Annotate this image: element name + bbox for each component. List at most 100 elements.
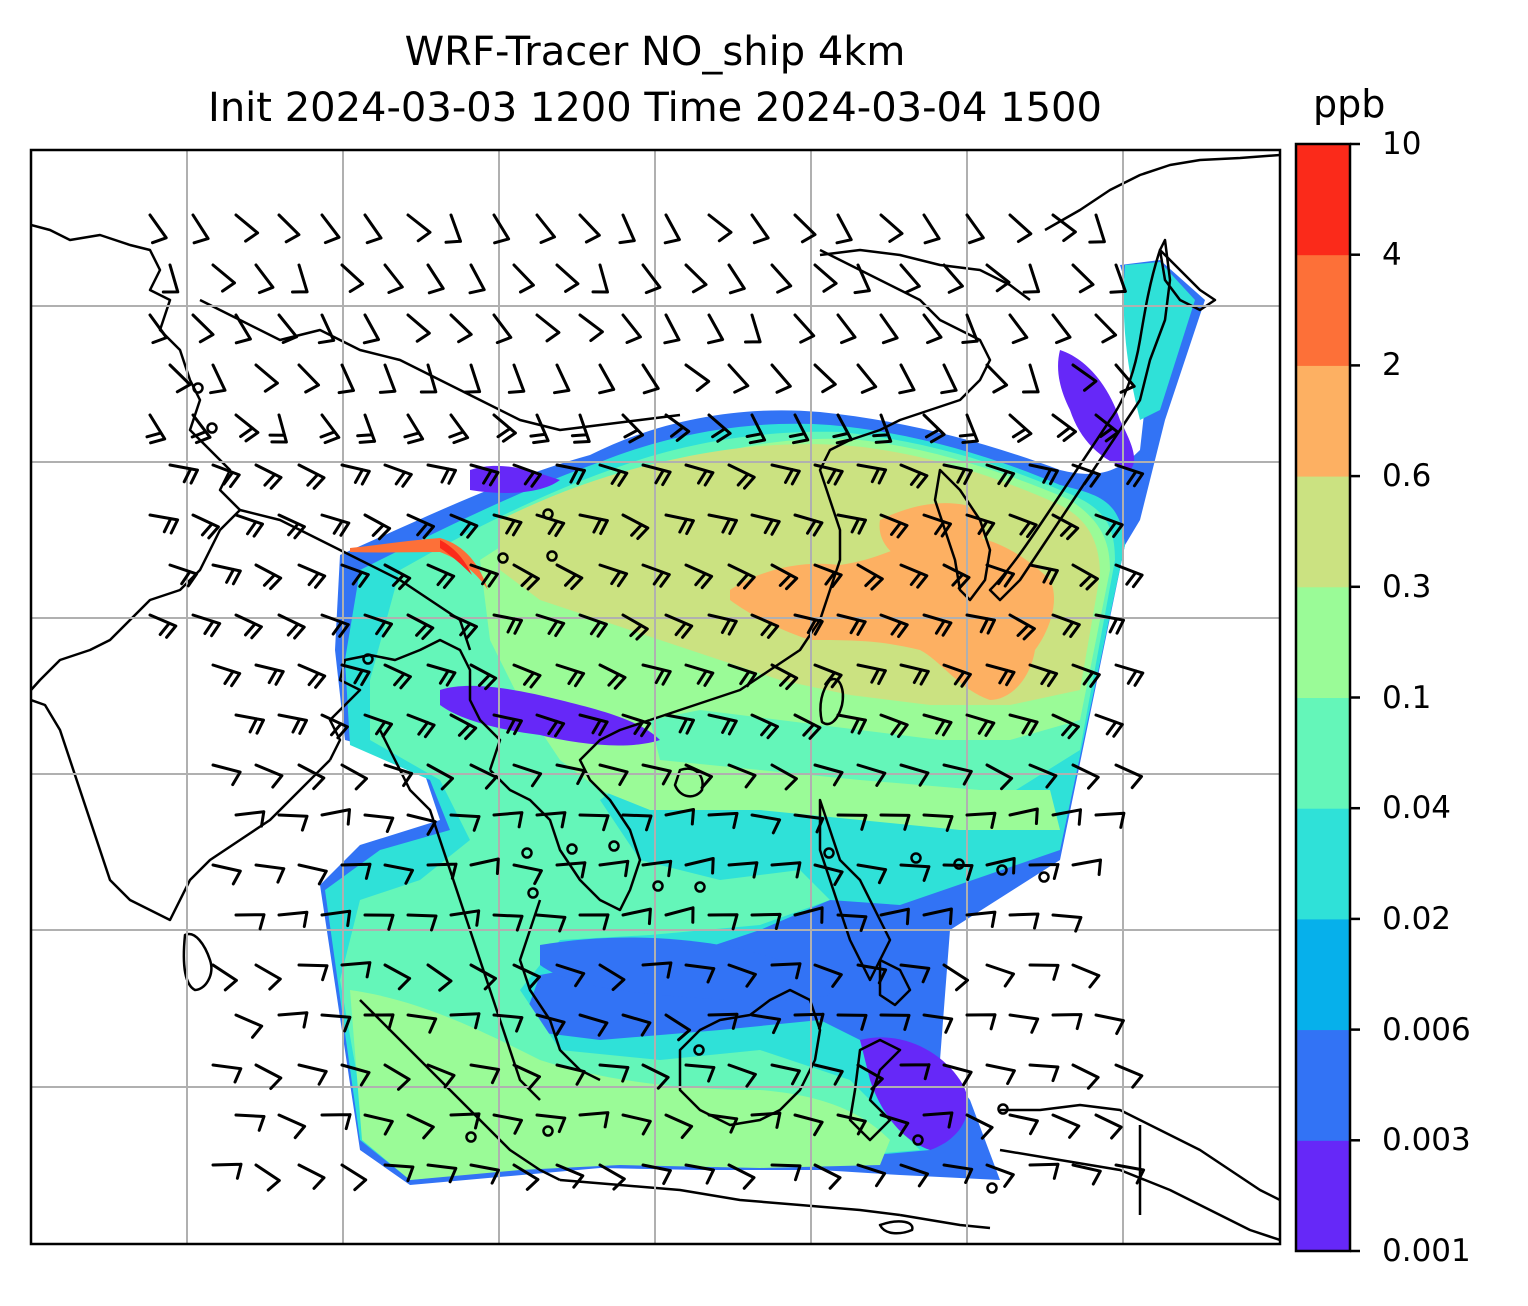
wind-barb bbox=[1114, 663, 1145, 687]
wind-barb bbox=[879, 1013, 911, 1031]
wind-barb bbox=[254, 663, 285, 686]
wind-barb bbox=[684, 363, 711, 392]
wind-barb bbox=[641, 663, 672, 686]
wind-barb bbox=[985, 763, 1014, 791]
wind-barb bbox=[535, 811, 567, 829]
colorbar-tick-label: 0.1 bbox=[1382, 679, 1432, 716]
wind-barb bbox=[621, 613, 649, 641]
wind-barb bbox=[684, 963, 716, 984]
station-marker bbox=[997, 1103, 1009, 1115]
wind-barb bbox=[664, 513, 695, 536]
wind-barb bbox=[403, 413, 425, 445]
wind-barb bbox=[297, 763, 326, 791]
coastline-bay-east bbox=[328, 638, 502, 771]
wind-barb bbox=[1071, 563, 1099, 591]
colorbar-segment bbox=[1296, 476, 1350, 588]
station-marker bbox=[546, 550, 558, 562]
wind-barb bbox=[942, 663, 972, 688]
colorbar-segment bbox=[1296, 586, 1350, 698]
wind-barb bbox=[707, 513, 738, 535]
coastline-malay-peninsula bbox=[518, 899, 601, 1082]
wind-barb bbox=[320, 1013, 352, 1033]
wind-barb bbox=[641, 463, 672, 487]
wind-barb bbox=[684, 763, 713, 790]
wind-barb bbox=[793, 1113, 824, 1137]
wind-barb bbox=[340, 663, 371, 687]
wind-barb bbox=[750, 912, 782, 930]
wind-barb bbox=[449, 1112, 481, 1130]
wind-barb bbox=[340, 263, 365, 293]
wind-barb bbox=[598, 963, 626, 991]
wind-barb bbox=[793, 906, 824, 924]
wind-barb bbox=[836, 913, 868, 932]
wind-barb bbox=[168, 363, 192, 394]
colorbar-tick-label: 0.04 bbox=[1382, 790, 1452, 827]
wind-barb bbox=[942, 563, 971, 590]
wind-barb bbox=[234, 1013, 264, 1039]
wind-barb bbox=[254, 863, 286, 884]
wind-barb bbox=[492, 811, 524, 829]
wind-barb bbox=[598, 563, 629, 588]
wind-barb bbox=[598, 763, 629, 786]
wind-barb bbox=[942, 463, 973, 486]
wind-barb bbox=[684, 857, 715, 875]
wind-barb bbox=[277, 910, 309, 928]
wind-barb bbox=[641, 763, 672, 786]
wind-barb bbox=[727, 763, 757, 789]
wind-barb bbox=[211, 1162, 243, 1180]
coastline-taiwan bbox=[819, 677, 845, 726]
wind-barb bbox=[813, 763, 844, 787]
wind-barb bbox=[337, 363, 355, 395]
wind-barb bbox=[1008, 713, 1039, 737]
wind-barb bbox=[598, 463, 629, 487]
wind-barb bbox=[578, 613, 608, 638]
coastline-myanmar bbox=[378, 729, 541, 1101]
wind-barb bbox=[641, 263, 662, 295]
wind-barb bbox=[535, 213, 556, 244]
wind-barb bbox=[191, 213, 210, 245]
wind-barb bbox=[727, 1063, 757, 1088]
wind-barb bbox=[555, 861, 587, 879]
wind-barb bbox=[211, 763, 242, 787]
wind-barb bbox=[985, 1163, 1015, 1188]
wind-barb bbox=[664, 413, 691, 442]
wind-barb bbox=[664, 906, 695, 924]
wind-barb bbox=[383, 263, 404, 294]
wind-barb bbox=[922, 313, 943, 345]
station-marker bbox=[521, 847, 533, 859]
wind-barb bbox=[879, 213, 904, 243]
wind-barb bbox=[406, 613, 435, 640]
wind-barb bbox=[985, 857, 1016, 875]
wind-barb bbox=[555, 663, 586, 688]
wind-barb bbox=[578, 913, 610, 931]
coastline-japan bbox=[988, 238, 1172, 602]
wind-barb bbox=[449, 613, 478, 640]
wind-barb bbox=[512, 763, 543, 788]
wind-barb bbox=[836, 1113, 867, 1136]
station-marker bbox=[1038, 871, 1050, 883]
wind-barb bbox=[922, 1111, 954, 1129]
wind-barb bbox=[727, 663, 758, 688]
wind-barb bbox=[535, 1113, 567, 1134]
wind-barb bbox=[320, 713, 349, 740]
wind-barb bbox=[856, 1163, 887, 1188]
wind-barb bbox=[641, 563, 671, 588]
wind-barb bbox=[899, 1063, 931, 1081]
coastline-mindanao bbox=[878, 958, 912, 1007]
station-marker bbox=[566, 843, 578, 855]
wind-barb bbox=[770, 962, 802, 980]
wind-barb bbox=[426, 263, 445, 295]
wind-barb bbox=[1008, 1113, 1039, 1136]
wind-barb bbox=[664, 1113, 694, 1139]
wind-barb bbox=[320, 213, 341, 245]
wind-barb bbox=[234, 413, 260, 443]
wind-barb bbox=[340, 862, 372, 880]
wind-barb bbox=[1088, 213, 1106, 244]
wind-barb bbox=[211, 663, 242, 688]
coastline-timor bbox=[878, 1220, 914, 1235]
station-marker bbox=[996, 864, 1008, 876]
colorbar-segment bbox=[1296, 808, 1350, 920]
wind-barb bbox=[297, 663, 327, 689]
wind-barb bbox=[965, 910, 997, 928]
wind-barb bbox=[899, 963, 931, 984]
